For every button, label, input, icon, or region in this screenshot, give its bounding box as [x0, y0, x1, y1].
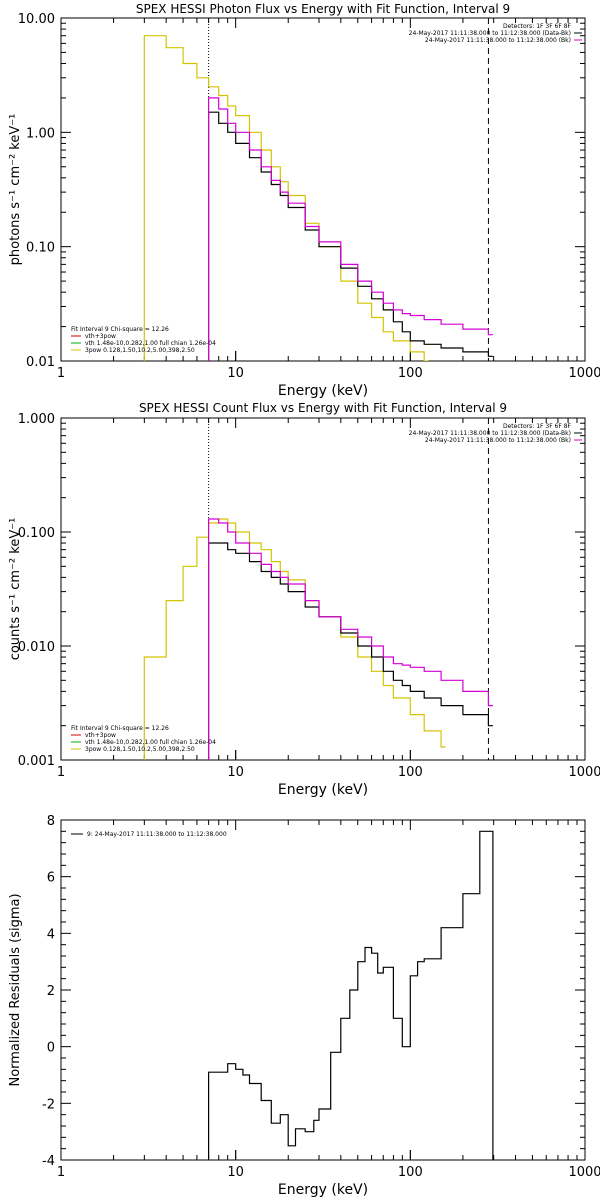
plot-frame: [60, 417, 586, 761]
y-tick-label: 1.00: [26, 126, 55, 141]
legend-bottom-left-text: vth 1.48e-10,0.282,1.00 full chian 1.26e…: [85, 739, 216, 746]
legend-top-right-text: 24-May-2017 11:11:38.000 to 11:12:38.000…: [409, 430, 571, 437]
legend-bottom-left-text: Fit Interval 9 Chi-square = 12.26: [71, 326, 169, 333]
series-line-0: [143, 35, 429, 361]
x-tick-label: 1: [57, 765, 65, 780]
y-tick-label: 4: [47, 927, 55, 942]
x-axis-label: Energy (keV): [278, 1182, 368, 1198]
y-tick-label: 0.100: [18, 526, 55, 541]
plot-area: [143, 18, 493, 361]
x-tick-label: 10: [227, 765, 244, 780]
series-line-1: [208, 542, 493, 760]
y-tick-label: 2: [47, 984, 55, 999]
count-flux-chart: SPEX HESSI Count Flux vs Energy with Fit…: [8, 401, 600, 798]
y-tick-label: 1.000: [18, 412, 55, 427]
series-line-0: [143, 518, 446, 760]
residuals-chart: 1 10 100 1000 -4 -2 0 2 4 6 8 Energy (keV) Normalize…: [8, 814, 600, 1198]
y-tick-label: 0: [47, 1041, 55, 1056]
legend-top-left-text: 9: 24-May-2017 11:11:38.000 to 11:12:38.…: [87, 831, 227, 838]
y-tick-label: -4: [42, 1154, 55, 1169]
plot-area: [143, 418, 493, 760]
y-tick-label: 0.010: [18, 640, 55, 655]
y-tick-label: 8: [47, 814, 55, 829]
legend-bottom-left-text: 3pow 0.128,1.50,10.2,5.00,398,2.50: [85, 347, 195, 354]
legend-bottom-left-text: vth+3pow: [85, 333, 116, 340]
x-tick-label: 1000: [568, 1165, 600, 1180]
plot-frame: [60, 17, 586, 362]
legend-bottom-left-text: vth 1.48e-10,0.282,1.00 full chian 1.26e…: [85, 340, 216, 347]
legend-top-right-text: 24-May-2017 11:11:38.000 to 11:12:38.000…: [425, 437, 571, 444]
y-tick-label: 0.10: [26, 241, 55, 256]
x-axis-label: Energy (keV): [278, 383, 368, 399]
chart-title: SPEX HESSI Photon Flux vs Energy with Fi…: [136, 2, 510, 16]
series-line-2: [208, 97, 493, 361]
x-tick-label: 100: [398, 366, 423, 381]
legend-bottom-left-text: 3pow 0.128,1.50,10.2,5.00,398,2.50: [85, 746, 195, 753]
legend-top-right-text: Detectors: 1F 3F 6F 8F: [503, 23, 572, 30]
x-tick-label: 1: [57, 1165, 65, 1180]
x-axis-label: Energy (keV): [278, 782, 368, 798]
y-axis-label: counts s⁻¹ cm⁻² keV⁻¹: [8, 518, 23, 661]
y-tick-label: 6: [47, 871, 55, 886]
x-tick-label: 1: [57, 366, 65, 381]
x-tick-label: 1000: [568, 765, 600, 780]
y-tick-label: 10.00: [18, 12, 55, 27]
photon-flux-chart: SPEX HESSI Photon Flux vs Energy with Fi…: [8, 2, 600, 399]
x-tick-label: 10: [227, 1165, 244, 1180]
y-tick-label: 0.01: [26, 355, 55, 370]
x-tick-label: 10: [227, 366, 244, 381]
legend-bottom-left-text: Fit Interval 9 Chi-square = 12.26: [71, 725, 169, 732]
legend-top-right-text: 24-May-2017 11:11:38.000 to 11:12:38.000…: [409, 30, 571, 37]
chart-title: SPEX HESSI Count Flux vs Energy with Fit…: [139, 401, 507, 415]
y-tick-label: 0.001: [18, 754, 55, 769]
legend-top-right-text: Detectors: 1F 3F 6F 8F: [503, 423, 572, 430]
x-tick-label: 100: [398, 765, 423, 780]
legend-bottom-left-text: vth+3pow: [85, 732, 116, 739]
x-tick-label: 100: [398, 1165, 423, 1180]
y-tick-label: -2: [42, 1097, 55, 1112]
series-line-2: [208, 518, 493, 760]
plot-area: [208, 830, 494, 1160]
series-line-0: [208, 830, 494, 1160]
legend-top-right-text: 24-May-2017 11:11:38.000 to 11:12:38.000…: [425, 37, 571, 44]
x-tick-label: 1000: [568, 366, 600, 381]
y-axis-label: Normalized Residuals (sigma): [8, 893, 23, 1086]
y-axis-label: photons s⁻¹ cm⁻² keV⁻¹: [8, 114, 23, 266]
